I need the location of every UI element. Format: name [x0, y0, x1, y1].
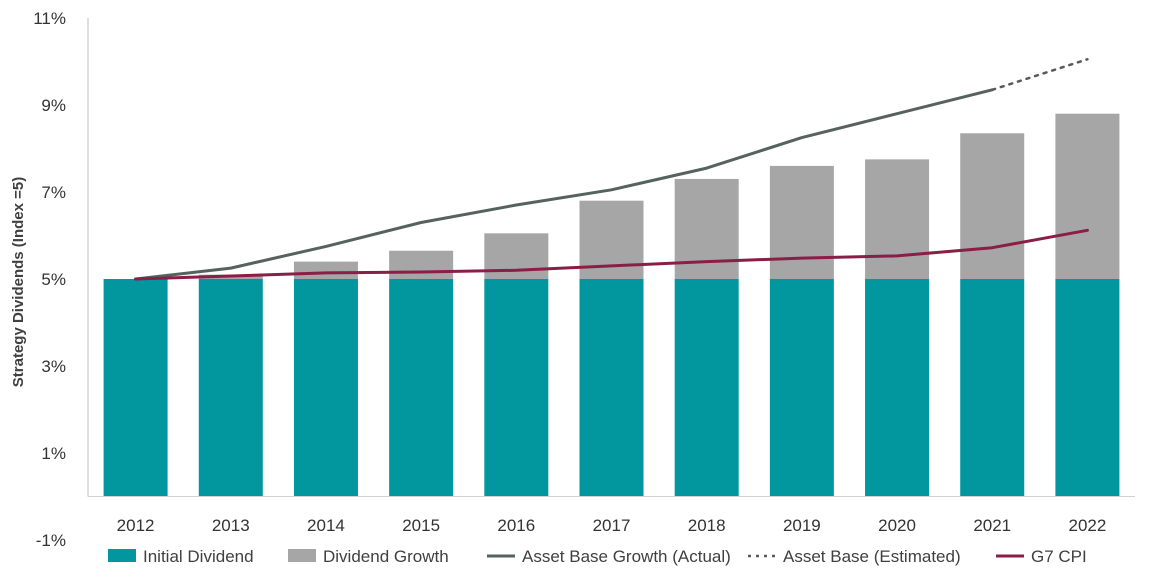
legend-swatch [108, 549, 136, 562]
bar-initial-dividend [960, 279, 1025, 497]
y-tick-label: 1% [41, 444, 66, 463]
y-tick-label: 3% [41, 357, 66, 376]
x-tick-label: 2014 [307, 516, 345, 535]
x-tick-label: 2021 [973, 516, 1011, 535]
line-asset-base-growth-actual- [134, 88, 994, 281]
bar-initial-dividend [674, 279, 739, 497]
bar-initial-dividend [865, 279, 930, 497]
x-axis: 2012 2013 2014 2015 2016 2017 2018 2019 2020 2021… [88, 496, 1135, 535]
legend-label: Dividend Growth [323, 547, 449, 566]
y-tick-label: 9% [41, 96, 66, 115]
x-tick-label: 2012 [117, 516, 155, 535]
bar-dividend-growth [865, 159, 930, 279]
x-tick-label: 2016 [497, 516, 535, 535]
x-tick-label: 2015 [402, 516, 440, 535]
legend-item: Asset Base (Estimated) [748, 547, 961, 566]
bar-dividend-growth [293, 261, 358, 279]
y-tick-label: 11% [33, 9, 66, 28]
legend-item: Initial Dividend [108, 547, 254, 566]
bar-dividend-growth [389, 250, 454, 279]
bar-initial-dividend [293, 279, 358, 497]
legend-swatch [288, 549, 316, 562]
bar-dividend-growth [1055, 113, 1120, 279]
line-asset-base-estimated- [990, 58, 1089, 92]
bar-initial-dividend [198, 279, 263, 497]
x-tick-label: 2020 [878, 516, 916, 535]
y-axis-title: Strategy Dividends (Index =5) [10, 177, 27, 387]
y-tick-label: 5% [41, 270, 66, 289]
legend: Initial Dividend Dividend Growth Asset Bas… [108, 547, 1087, 566]
x-tick-label: 2017 [593, 516, 631, 535]
legend-item: Dividend Growth [288, 547, 449, 566]
bar-initial-dividend [484, 279, 549, 497]
bar-initial-dividend [1055, 279, 1120, 497]
line-g7-cpi [134, 228, 1089, 281]
bar-dividend-growth [769, 165, 834, 279]
bar-dividend-growth [960, 133, 1025, 279]
legend-label: G7 CPI [1031, 547, 1087, 566]
x-tick-label: 2022 [1068, 516, 1106, 535]
legend-item: G7 CPI [996, 547, 1087, 566]
bar-initial-dividend [579, 279, 644, 497]
x-tick-label: 2019 [783, 516, 821, 535]
legend-label: Asset Base (Estimated) [783, 547, 961, 566]
y-tick-label: -1% [36, 531, 66, 550]
legend-item: Asset Base Growth (Actual) [487, 547, 731, 566]
y-tick-label: 7% [41, 183, 66, 202]
bars [103, 113, 1120, 497]
legend-label: Asset Base Growth (Actual) [522, 547, 731, 566]
legend-label: Initial Dividend [143, 547, 254, 566]
bar-initial-dividend [769, 279, 834, 497]
bar-initial-dividend [389, 279, 454, 497]
x-tick-label: 2013 [212, 516, 250, 535]
lines [134, 58, 1089, 281]
y-axis: -1% 1% 3% 5% 7% 9% 11% [33, 9, 89, 550]
bar-initial-dividend [103, 279, 168, 497]
x-tick-label: 2018 [688, 516, 726, 535]
